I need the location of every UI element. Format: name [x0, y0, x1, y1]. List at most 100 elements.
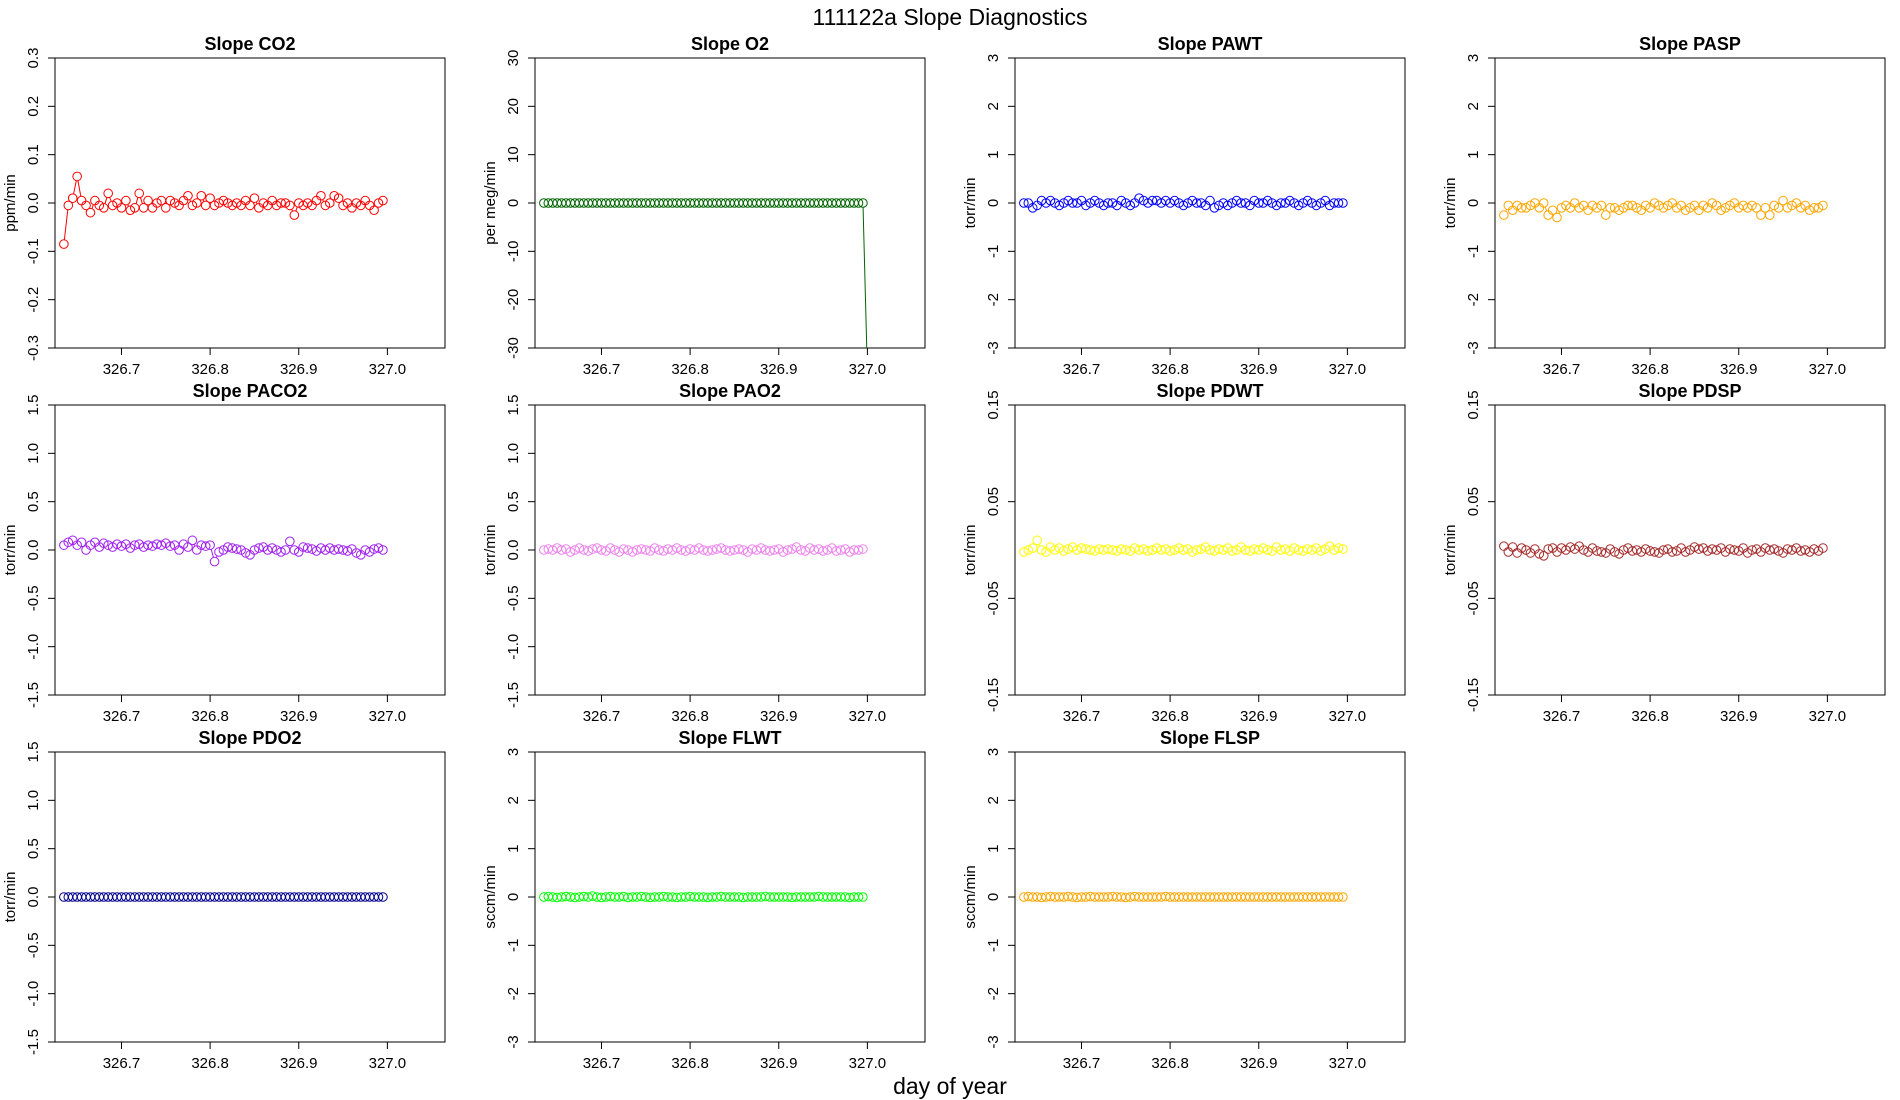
panel-7-point — [1178, 545, 1189, 555]
panel-4-point — [1516, 203, 1527, 213]
panel-6-point — [672, 543, 682, 553]
panel-3-point — [1063, 195, 1073, 206]
panel-9-y-tick-label: 1.0 — [25, 790, 42, 811]
panel-1-point — [351, 198, 362, 208]
panel-6-point — [592, 543, 602, 553]
panel-6-point — [565, 547, 576, 557]
panel-4-point — [1764, 210, 1775, 220]
panel-3-y-tick-label: 3 — [985, 54, 1002, 62]
panel-5-y-tick-label: 0.5 — [25, 491, 42, 512]
panel-2-y-axis-label: per meg/min — [482, 161, 499, 244]
panel-3-point — [1147, 195, 1158, 206]
panel-4-point — [1618, 203, 1629, 213]
panel-8-point — [1592, 546, 1602, 556]
panel-8-y-tick-label: -0.05 — [1465, 581, 1482, 615]
panel-1-point — [289, 210, 300, 220]
panel-1-point — [169, 198, 180, 208]
panel-3-point — [1098, 200, 1109, 211]
panel-9-title: Slope PDO2 — [198, 728, 301, 748]
panel-4-x-tick-label: 326.8 — [1631, 361, 1669, 378]
panel-3-point — [1081, 200, 1091, 211]
panel-1-point — [143, 195, 153, 206]
panel-1-point — [276, 198, 286, 208]
panel-9-y-axis-label: torr/min — [2, 872, 19, 923]
panel-10-point — [858, 892, 868, 902]
panel-4-point — [1658, 203, 1669, 213]
panel-4-point — [1574, 203, 1585, 213]
panel-7-point — [1032, 535, 1042, 546]
panel-4-point — [1605, 203, 1616, 213]
panel-1-segment — [139, 197, 143, 204]
panel-4-y-tick-label: 2 — [1465, 102, 1482, 110]
panel-8-point — [1649, 547, 1660, 557]
panel-8-point — [1538, 551, 1549, 561]
panel-8-y-tick-label: 0.15 — [1465, 390, 1482, 419]
panel-3-point — [1205, 195, 1215, 206]
panel-7-point — [1036, 545, 1047, 555]
panel-6-y-axis-label: torr/min — [482, 525, 499, 576]
panel-3-x-tick-label: 326.8 — [1151, 361, 1189, 378]
panel-3-point — [1311, 200, 1322, 211]
panel-8-point — [1711, 545, 1722, 555]
panel-3-y-axis-label: torr/min — [962, 178, 979, 229]
panel-1-y-tick-label: -0.3 — [25, 335, 42, 361]
panel-4-point — [1596, 200, 1607, 211]
panel-3-point — [1169, 195, 1180, 206]
panel-3-point — [1067, 198, 1078, 208]
panel-4-point — [1769, 200, 1780, 211]
panel-1-segment — [91, 204, 94, 209]
panel-4-y-tick-label: -3 — [1465, 341, 1482, 354]
panel-1-point — [94, 200, 105, 211]
panel-6-point — [818, 546, 828, 556]
panel-8-point — [1499, 541, 1509, 551]
panel-6-x-tick-label: 326.9 — [760, 708, 798, 725]
panel-7-point — [1338, 544, 1348, 554]
panel-5-point — [249, 545, 260, 555]
panel-1-point — [316, 190, 326, 201]
panel-3-frame — [1014, 57, 1406, 349]
panel-7-point — [1120, 545, 1131, 555]
panel-1-point — [196, 190, 207, 201]
panel-1-point — [280, 198, 291, 208]
panel-9-point — [373, 892, 384, 902]
panel-1-point — [72, 171, 82, 182]
panel-2-x-tick-label: 326.7 — [583, 361, 621, 378]
panel-7-point — [1103, 544, 1113, 554]
panel-4-point — [1818, 200, 1828, 211]
panel-5-point — [254, 543, 264, 553]
panel-3-y-tick-label: 1 — [985, 150, 1002, 158]
panel-11-y-tick-label: 3 — [985, 748, 1002, 756]
panel-6-point — [756, 543, 766, 553]
panel-11-y-tick-label: 1 — [985, 844, 1002, 852]
panel-6-x-tick-label: 326.8 — [671, 708, 709, 725]
panel-1-point — [63, 200, 74, 211]
panel-3-x-tick-label: 326.9 — [1240, 361, 1278, 378]
panel-6-y-tick-label: -0.5 — [505, 585, 522, 611]
panel-3-point — [1276, 198, 1286, 208]
panel-6-y-tick-label: -1.5 — [505, 682, 522, 708]
panel-1-point — [258, 198, 269, 208]
panel-6-point — [853, 545, 864, 555]
panel-3-point — [1249, 195, 1260, 206]
panel-7-point — [1333, 543, 1344, 553]
panel-4-point — [1627, 200, 1638, 211]
panel-7-y-tick-label: 0.05 — [985, 487, 1002, 516]
panel-10-y-tick-label: -1 — [505, 939, 522, 952]
panel-6-point — [707, 545, 718, 555]
panel-7-x-tick-label: 326.7 — [1063, 708, 1101, 725]
panel-5-x-tick-label: 327.0 — [369, 708, 407, 725]
panel-10-x-tick-label: 326.8 — [671, 1055, 709, 1072]
panel-3-point — [1072, 198, 1082, 208]
panel-10-point — [853, 892, 864, 902]
panel-9-y-tick-label: -1.0 — [25, 981, 42, 1007]
panel-1-segment — [63, 209, 69, 240]
panel-2-point — [858, 198, 868, 208]
panel-11-y-tick-label: -1 — [985, 939, 1002, 952]
panel-6-point — [649, 543, 660, 553]
panel-3-point — [1019, 198, 1029, 208]
panel-6-point — [556, 545, 567, 555]
panel-1-point — [320, 200, 331, 211]
panel-1-segment — [295, 206, 298, 212]
panel-1-y-tick-label: 0.0 — [25, 193, 42, 214]
panel-1-point — [285, 200, 295, 211]
